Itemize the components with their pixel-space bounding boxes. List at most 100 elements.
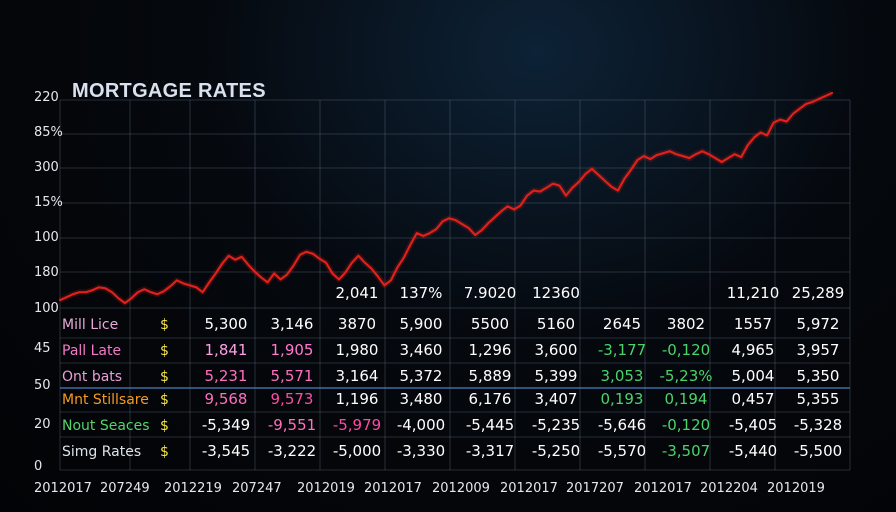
table-cell: 3,407 xyxy=(535,390,578,408)
table-cell: 5,355 xyxy=(797,390,840,408)
dollar-symbol: $ xyxy=(160,343,169,359)
table-cell: 1,196 xyxy=(336,390,379,408)
table-cell: -5,646 xyxy=(598,416,646,434)
table-cell: 5,372 xyxy=(400,367,443,385)
dollar-symbol: $ xyxy=(160,369,169,385)
x-tick-label: 2012017 xyxy=(634,481,692,496)
table-cell: 1,841 xyxy=(205,341,248,359)
table-cell: -3,545 xyxy=(202,442,250,460)
x-tick-label: 207249 xyxy=(100,481,150,496)
table-cell: -3,177 xyxy=(598,341,646,359)
y-tick-label: 20 xyxy=(34,417,51,432)
table-cell: -5,235 xyxy=(532,416,580,434)
row-label: Ont bats xyxy=(62,369,122,385)
series-line-glow xyxy=(58,90,834,307)
table-cell: 3870 xyxy=(338,315,376,333)
table-cell: -0,120 xyxy=(662,341,710,359)
y-axis: 220 85% 300 15% 100 180 100 45 50 20 0 xyxy=(34,90,63,474)
x-tick-label: 2012017 xyxy=(500,481,558,496)
table-cell: -5,570 xyxy=(598,442,646,460)
table-cell: 3,600 xyxy=(535,341,578,359)
table-cell: -5,349 xyxy=(202,416,250,434)
y-tick-label: 85% xyxy=(34,125,63,140)
table-cell: -4,000 xyxy=(397,416,445,434)
table-cell: 5,571 xyxy=(271,367,314,385)
x-tick-label: 2012017 xyxy=(34,481,92,496)
table-cell: 5,889 xyxy=(469,367,512,385)
table-cell: 1,296 xyxy=(469,341,512,359)
table-cell: 1,980 xyxy=(336,341,379,359)
header-value: 137% xyxy=(400,284,443,302)
table-cell: 4,965 xyxy=(732,341,775,359)
table-cell: 9,568 xyxy=(205,390,248,408)
header-value: 7.9020 xyxy=(464,284,517,302)
x-tick-label: 2012219 xyxy=(164,481,222,496)
table-cell: -0,120 xyxy=(662,416,710,434)
table-cell: 5,399 xyxy=(535,367,578,385)
y-tick-label: 220 xyxy=(34,90,59,105)
rates-table: 2,041 137% 7.9020 12360 11,210 25,289 Mill Lic… xyxy=(62,284,844,460)
x-tick-label: 2012204 xyxy=(700,481,758,496)
y-tick-label: 50 xyxy=(34,378,51,393)
table-cell: 0,194 xyxy=(665,390,708,408)
y-tick-label: 15% xyxy=(34,195,63,210)
dollar-symbol: $ xyxy=(160,392,169,408)
table-cell: 2645 xyxy=(603,315,641,333)
table-cell: -3,222 xyxy=(268,442,316,460)
table-cell: 5500 xyxy=(471,315,509,333)
y-tick-label: 0 xyxy=(34,459,42,474)
table-cell: 1557 xyxy=(734,315,772,333)
table-cell: 3802 xyxy=(667,315,705,333)
table-cell: 5,231 xyxy=(205,367,248,385)
x-axis: 2012017 207249 2012219 207247 2012019 2012017… xyxy=(34,481,825,496)
header-value: 2,041 xyxy=(336,284,379,302)
table-cell: -5,405 xyxy=(729,416,777,434)
table-cell: -5,328 xyxy=(794,416,842,434)
table-cell: -3,507 xyxy=(662,442,710,460)
table-cell: 3,164 xyxy=(336,367,379,385)
table-cell: -5,979 xyxy=(333,416,381,434)
y-tick-label: 180 xyxy=(34,265,59,280)
y-tick-label: 100 xyxy=(34,230,59,245)
dollar-symbol: $ xyxy=(160,444,169,460)
table-cell: 5,900 xyxy=(400,315,443,333)
dollar-symbol: $ xyxy=(160,418,169,434)
x-tick-label: 2017207 xyxy=(566,481,624,496)
row-label: Nout Seaces xyxy=(62,418,150,434)
table-cell: 5,972 xyxy=(797,315,840,333)
x-tick-label: 2012019 xyxy=(767,481,825,496)
row-label: Simg Rates xyxy=(62,444,141,460)
table-cell: 0,457 xyxy=(732,390,775,408)
y-tick-label: 300 xyxy=(34,160,59,175)
table-cell: -5,445 xyxy=(466,416,514,434)
header-value: 12360 xyxy=(532,284,580,302)
table-cell: 6,176 xyxy=(469,390,512,408)
table-cell: 1,905 xyxy=(271,341,314,359)
row-label: Mill Lice xyxy=(62,317,118,333)
table-cell: 5,004 xyxy=(732,367,775,385)
table-cell: 3,053 xyxy=(601,367,644,385)
header-value: 11,210 xyxy=(727,284,780,302)
dollar-symbol: $ xyxy=(160,317,169,333)
chart-title: MORTGAGE RATES xyxy=(72,80,266,102)
table-cell: 9,573 xyxy=(271,390,314,408)
table-cell: 3,480 xyxy=(400,390,443,408)
table-cell: 5,350 xyxy=(797,367,840,385)
x-tick-label: 2012019 xyxy=(297,481,355,496)
series-line xyxy=(58,91,834,305)
table-cell: 5,300 xyxy=(205,315,248,333)
header-value: 25,289 xyxy=(792,284,845,302)
y-tick-label: 45 xyxy=(34,341,51,356)
table-cell: -5,250 xyxy=(532,442,580,460)
table-cell: 3,957 xyxy=(797,341,840,359)
table-cell: -5,440 xyxy=(729,442,777,460)
y-tick-label: 100 xyxy=(34,301,59,316)
table-cell: -5,000 xyxy=(333,442,381,460)
grid xyxy=(59,99,851,471)
table-cell: 5160 xyxy=(537,315,575,333)
table-cell: -5,23% xyxy=(659,367,712,385)
row-label: Pall Late xyxy=(62,343,121,359)
x-tick-label: 2012009 xyxy=(432,481,490,496)
table-cell: -3,317 xyxy=(466,442,514,460)
